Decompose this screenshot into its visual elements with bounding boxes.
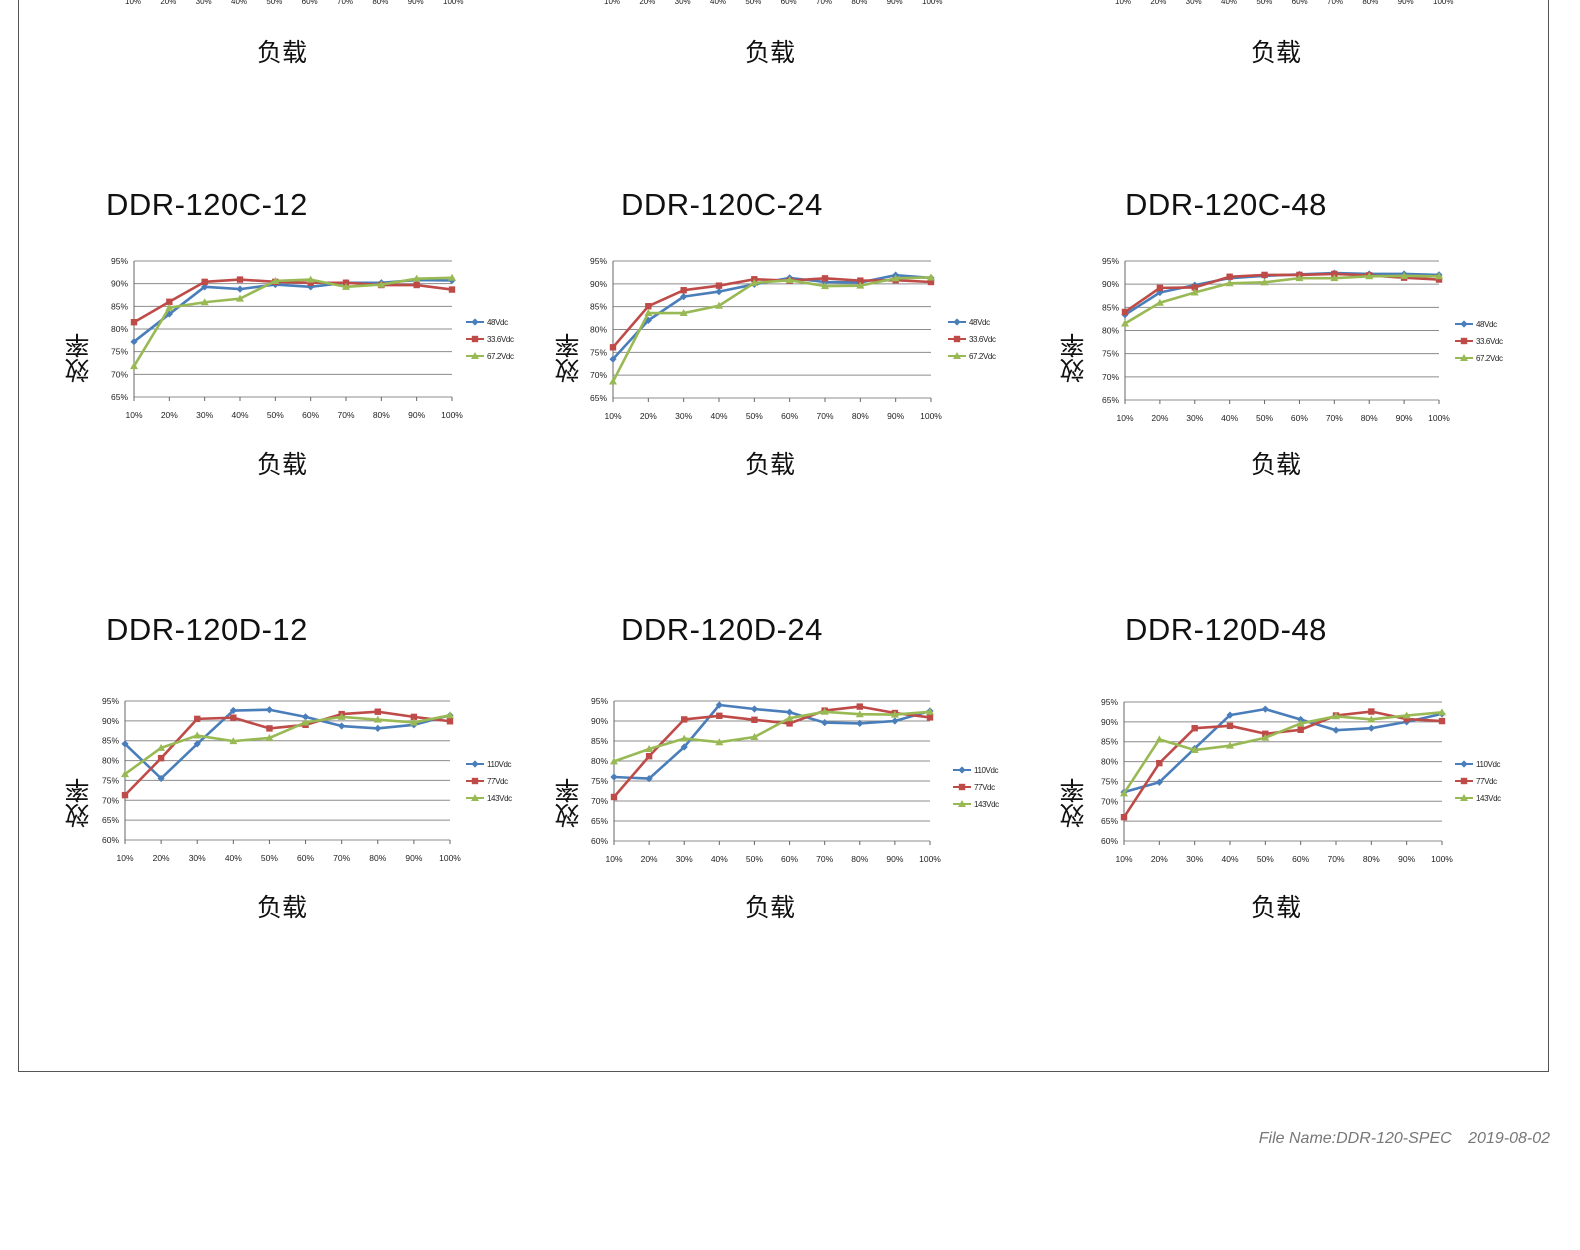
x-axis-title: 负载	[744, 450, 795, 479]
top-x-tick-label: 80%	[372, 0, 389, 6]
chart-title: DDR-120C-48	[1125, 187, 1327, 222]
y-axis-title: 效率	[64, 333, 93, 383]
y-axis-title: 效率	[554, 778, 583, 828]
top-x-tick-label: 40%	[710, 0, 727, 6]
top-x-tick-label: 30%	[1185, 0, 1202, 6]
top-x-tick-label: 80%	[851, 0, 868, 6]
top-x-tick-label: 10%	[125, 0, 142, 6]
top-x-tick-label: 100%	[1433, 0, 1454, 6]
x-axis-title: 负载	[256, 450, 307, 479]
top-x-tick-label: 70%	[337, 0, 354, 6]
top-x-tick-label: 70%	[1327, 0, 1344, 6]
top-x-tick-label: 20%	[639, 0, 656, 6]
page-frame	[18, 0, 1549, 1072]
chart-title: DDR-120D-24	[621, 612, 823, 647]
top-x-tick-label: 80%	[1362, 0, 1379, 6]
y-axis-title: 效率	[64, 778, 93, 828]
top-x-tick-label: 60%	[780, 0, 797, 6]
top-x-tick-label: 30%	[674, 0, 691, 6]
top-x-tick-label: 60%	[1291, 0, 1308, 6]
top-x-tick-label: 50%	[745, 0, 762, 6]
top-x-tick-label: 70%	[816, 0, 833, 6]
y-axis-title: 效率	[554, 333, 583, 383]
x-axis-title: 负载	[1250, 893, 1301, 922]
top-x-tick-label: 30%	[195, 0, 212, 6]
top-x-tick-label: 100%	[922, 0, 943, 6]
x-axis-title-top-3: 负载	[1250, 38, 1301, 67]
top-x-tick-label: 50%	[1256, 0, 1273, 6]
x-axis-title: 负载	[744, 893, 795, 922]
top-x-tick-label: 90%	[886, 0, 903, 6]
top-x-tick-label: 10%	[604, 0, 621, 6]
y-axis-title: 效率	[1059, 333, 1088, 383]
top-x-tick-label: 10%	[1115, 0, 1132, 6]
top-x-tick-label: 40%	[1221, 0, 1238, 6]
top-x-tick-label: 50%	[266, 0, 283, 6]
file-name: File Name:DDR-120-SPEC	[1258, 1130, 1452, 1147]
x-axis-title-top-1: 负载	[256, 38, 307, 67]
chart-title: DDR-120C-12	[106, 187, 308, 222]
top-x-tick-label: 90%	[1397, 0, 1414, 6]
top-x-tick-label: 90%	[407, 0, 424, 6]
x-axis-title: 负载	[1250, 450, 1301, 479]
file-date: 2019-08-02	[1468, 1130, 1550, 1147]
x-axis-title: 负载	[256, 893, 307, 922]
chart-title: DDR-120D-48	[1125, 612, 1327, 647]
x-axis-title-top-2: 负载	[744, 38, 795, 67]
top-x-tick-label: 20%	[160, 0, 177, 6]
file-footer: File Name:DDR-120-SPEC 2019-08-02	[1247, 1130, 1550, 1148]
top-x-tick-label: 60%	[301, 0, 318, 6]
chart-title: DDR-120C-24	[621, 187, 823, 222]
top-x-tick-label: 20%	[1150, 0, 1167, 6]
top-x-tick-label: 40%	[231, 0, 248, 6]
top-x-tick-label: 100%	[443, 0, 464, 6]
chart-title: DDR-120D-12	[106, 612, 308, 647]
y-axis-title: 效率	[1059, 778, 1088, 828]
